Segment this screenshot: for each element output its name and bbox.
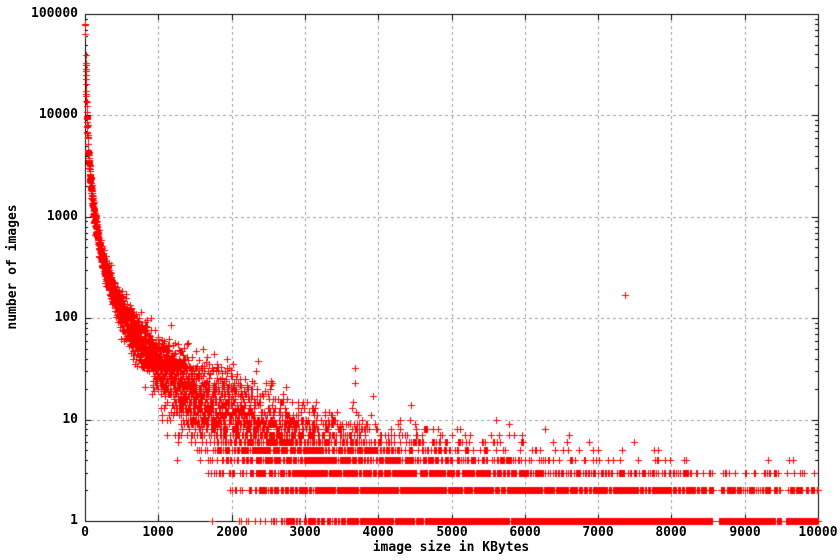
x-tick-label: 5000 — [436, 525, 468, 540]
x-tick-label: 6000 — [509, 525, 541, 540]
y-tick-label: 1000 — [46, 209, 78, 224]
y-axis-title: number of images — [5, 204, 20, 330]
y-tick-label: 100 — [54, 310, 78, 325]
x-tick-label: 4000 — [362, 525, 394, 540]
y-tick-label: 10000 — [38, 107, 78, 122]
x-tick-label: 10000 — [798, 525, 838, 540]
x-axis-title: image size in KBytes — [372, 540, 530, 555]
y-tick-label: 10 — [62, 412, 78, 427]
x-tick-label: 9000 — [729, 525, 761, 540]
y-tick-label: 100000 — [31, 6, 78, 21]
x-tick-label: 8000 — [655, 525, 687, 540]
x-tick-label: 2000 — [216, 525, 248, 540]
x-tick-label: 7000 — [582, 525, 614, 540]
x-tick-label: 0 — [81, 525, 89, 540]
y-tick-label: 1 — [70, 513, 78, 528]
x-tick-label: 1000 — [142, 525, 174, 540]
x-tick-label: 3000 — [289, 525, 321, 540]
